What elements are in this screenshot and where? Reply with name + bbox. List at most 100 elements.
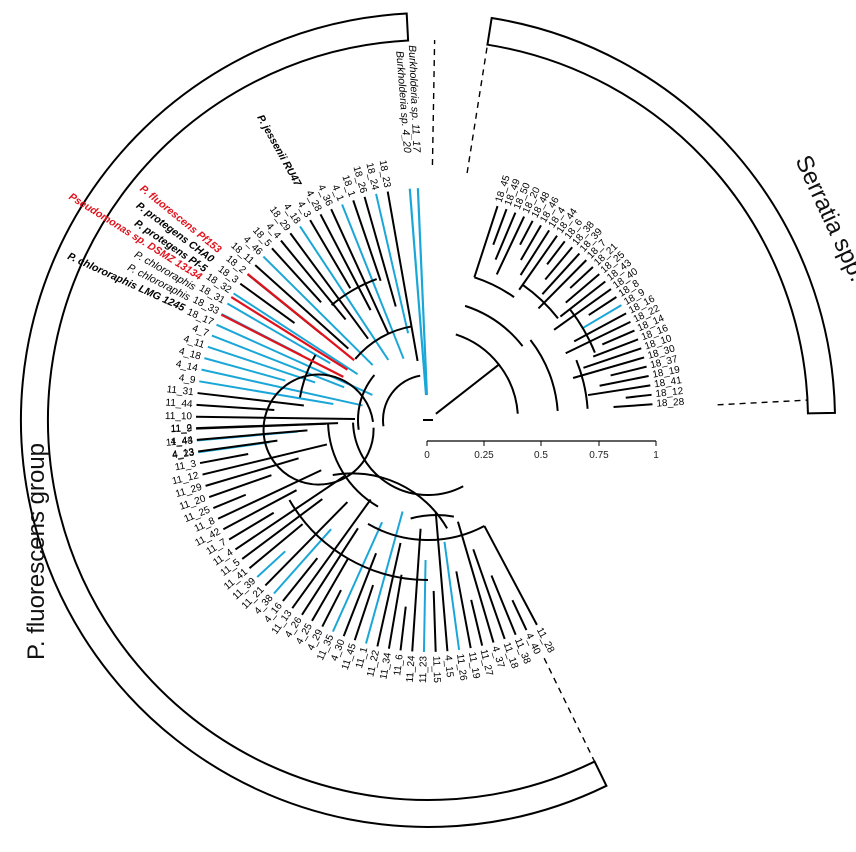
serratia-stem bbox=[435, 363, 500, 415]
pseudomonas-terminal-branch bbox=[434, 511, 449, 652]
pseudomonas-terminal-branch bbox=[291, 498, 372, 609]
serratia-terminal-branch bbox=[544, 246, 573, 281]
pseudomonas-terminal-branch bbox=[319, 213, 372, 311]
scale-label-05: 0.5 bbox=[534, 450, 548, 461]
serratia-internal-arc bbox=[575, 359, 589, 409]
pseudomonas-terminal-branch bbox=[212, 493, 247, 509]
scale-label-1: 1 bbox=[653, 450, 659, 461]
serratia-terminal-branch bbox=[541, 252, 581, 295]
pseudomonas-lower-leaf-label: 11_19 bbox=[466, 651, 482, 680]
serratia-dashed-connector-bottom bbox=[717, 399, 808, 406]
pseudomonas-terminal-branch bbox=[205, 457, 299, 487]
pseudomonas-terminal-branch bbox=[196, 415, 356, 420]
pseudomonas-terminal-branch bbox=[202, 443, 328, 476]
pseudomonas-terminal-branch bbox=[456, 521, 495, 643]
pseudomonas-lower-leaf-label: 4_15 bbox=[442, 655, 455, 679]
serratia-terminal-branch bbox=[572, 356, 645, 379]
pseudomonas-internal-arc bbox=[354, 325, 412, 360]
pseudomonas-lower-leaf-label: 11_2 bbox=[170, 423, 192, 435]
pseudomonas-terminal-branch bbox=[387, 574, 403, 649]
serratia-internal-arc bbox=[522, 284, 559, 320]
pseudomonas-terminal-branch bbox=[289, 232, 369, 340]
pseudomonas-terminal-branch bbox=[352, 200, 382, 282]
serratia-leaf-label: 18_12 bbox=[655, 386, 684, 400]
serratia-terminal-branch bbox=[599, 374, 649, 387]
pfluorescens-dashed-connector-top bbox=[431, 40, 436, 166]
pfluorescens-clade-bracket bbox=[20, 12, 608, 828]
serratia-dashed-connector-top bbox=[466, 44, 489, 174]
serratia-terminal-branch bbox=[537, 259, 588, 310]
serratia-terminal-branch bbox=[519, 220, 534, 246]
pseudomonas-terminal-branch bbox=[282, 557, 319, 602]
serratia-terminal-branch bbox=[494, 212, 517, 261]
pfluorescens-dashed-connector-bottom bbox=[543, 657, 596, 762]
pseudomonas-terminal-branch bbox=[262, 255, 374, 366]
clade-arcs bbox=[20, 12, 836, 828]
pseudomonas-terminal-branch bbox=[197, 392, 304, 407]
pseudomonas-lower-leaf-label: 11_15 bbox=[430, 656, 442, 684]
pseudomonas-terminal-branch bbox=[422, 559, 427, 652]
pseudomonas-terminal-branch bbox=[411, 528, 422, 652]
pseudomonas-upper-leaf-label: 11_9 bbox=[170, 423, 192, 435]
serratia-terminal-branch bbox=[583, 347, 642, 369]
pseudomonas-upper-leaf-label: 11_44 bbox=[165, 398, 193, 411]
pseudomonas-lower-leaf-label: 11_23 bbox=[418, 655, 429, 683]
reference-strain-branch bbox=[220, 313, 344, 378]
pseudomonas-terminal-branch bbox=[341, 204, 405, 360]
pseudomonas-internal-arc bbox=[288, 499, 429, 581]
pseudomonas-terminal-branch bbox=[330, 208, 390, 335]
pseudomonas-terminal-branch bbox=[280, 239, 347, 321]
pseudomonas-internal-arc bbox=[357, 374, 376, 430]
pseudomonas-internal-arc bbox=[352, 422, 464, 496]
pseudomonas-upper-leaf-label: 4_23 bbox=[172, 447, 196, 461]
pseudomonas-internal-arc bbox=[262, 373, 375, 486]
pseudomonas-terminal-branch bbox=[363, 196, 397, 307]
serratia-leaf-label: 18_19 bbox=[652, 364, 682, 380]
pseudomonas-terminal-branch bbox=[309, 219, 352, 289]
pseudomonas-terminal-branch bbox=[208, 474, 272, 499]
reference-strain-branch bbox=[247, 273, 355, 362]
serratia-terminal-branch bbox=[581, 304, 622, 330]
serratia-internal-arc bbox=[464, 304, 524, 347]
pseudomonas-terminal-branch bbox=[321, 589, 342, 627]
pseudomonas-internal-arc bbox=[330, 278, 378, 306]
pseudomonas-upper-leaf-label: 4_9 bbox=[178, 373, 197, 387]
pseudomonas-upper-leaf-label: 11_31 bbox=[166, 384, 195, 398]
pseudomonas-terminal-branch bbox=[271, 247, 322, 304]
scale-label-075: 0.75 bbox=[589, 450, 609, 461]
serratia-terminal-branch bbox=[565, 320, 631, 355]
burkholderia-branch bbox=[408, 188, 428, 396]
serratia-terminal-branch bbox=[569, 266, 594, 289]
serratia-terminal-branch bbox=[546, 240, 566, 265]
serratia-internal-arc bbox=[455, 333, 519, 414]
pseudomonas-lower-leaf-label: 4_13 bbox=[171, 447, 195, 461]
pseudomonas-internal-arc bbox=[382, 374, 421, 427]
pseudomonas-terminal-branch bbox=[483, 525, 538, 626]
pseudomonas-terminal-branch bbox=[196, 403, 275, 411]
scale-label-0: 0 bbox=[424, 450, 430, 461]
pseudomonas-terminal-branch bbox=[399, 606, 407, 651]
reference-strain-branch bbox=[230, 296, 349, 371]
scale-label-025: 0.25 bbox=[474, 450, 494, 461]
pfluorescens-clade-label: P. fluorescens group bbox=[23, 443, 50, 660]
pseudomonas-terminal-branch bbox=[311, 558, 349, 622]
pseudomonas-terminal-branch bbox=[239, 282, 296, 324]
pseudomonas-terminal-branch bbox=[375, 193, 410, 334]
pseudomonas-terminal-branch bbox=[196, 429, 308, 441]
serratia-terminal-branch bbox=[553, 288, 612, 331]
pseudomonas-upper-leaf-label: 18_23 bbox=[377, 159, 393, 189]
serratia-terminal-branch bbox=[518, 235, 558, 291]
tree-branches bbox=[196, 188, 653, 652]
pseudomonas-terminal-branch bbox=[248, 523, 304, 569]
serratia-terminal-branch bbox=[520, 224, 542, 261]
pseudomonas-terminal-branch bbox=[342, 552, 377, 637]
pseudomonas-terminal-branch bbox=[207, 345, 316, 384]
pseudomonas-terminal-branch bbox=[301, 527, 359, 616]
pseudomonas-terminal-branch bbox=[455, 571, 472, 649]
serratia-leaf-label: 18_41 bbox=[653, 375, 683, 390]
pseudomonas-terminal-branch bbox=[299, 225, 390, 361]
pseudomonas-terminal-branch bbox=[386, 191, 419, 362]
pseudomonas-terminal-branch bbox=[331, 521, 384, 633]
pseudomonas-terminal-branch bbox=[443, 541, 461, 651]
pseudomonas-internal-arc bbox=[327, 423, 379, 508]
